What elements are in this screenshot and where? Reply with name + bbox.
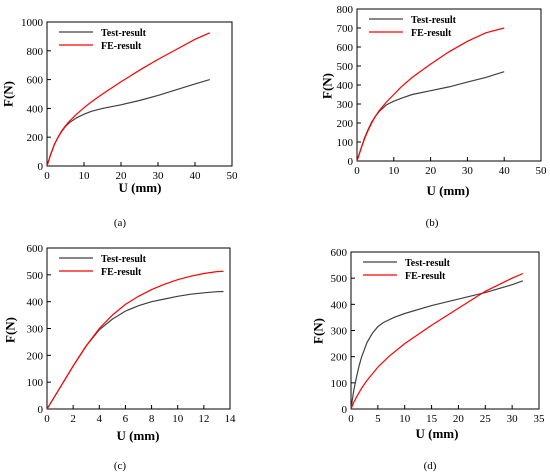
x-tick-label: 0 bbox=[354, 165, 360, 177]
y-tick-label: 800 bbox=[337, 4, 354, 16]
x-tick-label: 2 bbox=[70, 413, 76, 425]
y-tick-label: 500 bbox=[331, 273, 348, 285]
panel-caption: (d) bbox=[424, 460, 437, 472]
x-tick-label: 0 bbox=[44, 413, 50, 425]
series-line-test-result bbox=[46, 290, 224, 410]
legend-label: FE-result bbox=[101, 41, 142, 52]
panel-caption: (c) bbox=[114, 460, 127, 472]
legend-label: Test-result bbox=[405, 258, 451, 269]
x-tick-label: 5 bbox=[375, 413, 381, 425]
y-tick-label: 200 bbox=[27, 132, 44, 144]
y-tick-label: 200 bbox=[337, 118, 354, 130]
chart-panel-d: 0 5 10 15 20 25 30 35 0 100 200 300 400 500 600 F(N) U (… bbox=[311, 247, 545, 472]
x-tick-label: 25 bbox=[480, 413, 492, 425]
y-tick-label: 400 bbox=[337, 80, 354, 92]
y-tick-label: 800 bbox=[27, 46, 44, 58]
x-axis-label: U (mm) bbox=[119, 180, 162, 195]
y-tick-label: 600 bbox=[337, 42, 354, 54]
x-tick-label: 6 bbox=[123, 413, 129, 425]
x-axis-label: U (mm) bbox=[427, 183, 470, 198]
x-tick-label: 40 bbox=[499, 165, 511, 177]
y-tick-label: 600 bbox=[27, 75, 44, 87]
y-tick-label: 200 bbox=[27, 350, 44, 362]
legend-label: Test-result bbox=[101, 254, 147, 265]
y-tick-label: 0 bbox=[38, 404, 44, 416]
x-tick-label: 12 bbox=[198, 413, 209, 425]
series-line-fe-result bbox=[350, 272, 524, 410]
y-axis-label: F(N) bbox=[1, 81, 16, 107]
series-line-test-result bbox=[46, 79, 210, 167]
legend-label: FE-result bbox=[101, 267, 142, 278]
x-tick-label: 30 bbox=[462, 165, 474, 177]
y-tick-label: 1000 bbox=[21, 17, 44, 29]
y-tick-label: 700 bbox=[337, 23, 354, 35]
y-tick-label: 400 bbox=[331, 299, 348, 311]
y-tick-label: 100 bbox=[331, 378, 348, 390]
x-tick-label: 10 bbox=[399, 413, 411, 425]
x-tick-label: 0 bbox=[348, 413, 354, 425]
chart-panel-b: 0 10 20 30 40 500100200300400500600700800F(N)… bbox=[320, 4, 547, 229]
x-tick-label: 8 bbox=[149, 413, 155, 425]
x-tick-label: 10 bbox=[388, 165, 400, 177]
y-tick-label: 200 bbox=[331, 352, 348, 364]
y-axis-label: F(N) bbox=[3, 317, 18, 343]
y-tick-label: 300 bbox=[27, 324, 44, 336]
plot-frame bbox=[46, 21, 233, 167]
panel-caption: (a) bbox=[114, 217, 127, 229]
x-tick-label: 20 bbox=[453, 413, 465, 425]
x-tick-label: 20 bbox=[425, 165, 437, 177]
chart-panel-c: 0 2 4 6 8 10 12 14 0 100 200 300 400 500 600 F(N) U (mm)… bbox=[3, 243, 236, 472]
series-line-test-result bbox=[350, 280, 524, 410]
series-line-fe-result bbox=[46, 32, 211, 167]
series-line-test-result bbox=[356, 71, 505, 162]
y-tick-label: 300 bbox=[337, 99, 354, 111]
y-tick-label: 0 bbox=[38, 161, 44, 173]
x-tick-label: 10 bbox=[172, 413, 184, 425]
y-tick-label: 600 bbox=[331, 247, 348, 259]
x-tick-label: 30 bbox=[507, 413, 519, 425]
x-tick-label: 50 bbox=[227, 170, 239, 182]
y-tick-label: 100 bbox=[27, 377, 44, 389]
x-tick-label: 30 bbox=[153, 170, 165, 182]
y-tick-label: 400 bbox=[27, 103, 44, 115]
x-tick-label: 4 bbox=[97, 413, 103, 425]
x-tick-label: 40 bbox=[190, 170, 202, 182]
x-tick-label: 15 bbox=[426, 413, 438, 425]
series-line-fe-result bbox=[46, 270, 224, 410]
legend-label: Test-result bbox=[101, 28, 147, 39]
legend-label: FE-result bbox=[411, 28, 452, 39]
x-tick-label: 0 bbox=[44, 170, 50, 182]
legend-label: FE-result bbox=[405, 271, 446, 282]
x-tick-label: 14 bbox=[225, 413, 237, 425]
y-tick-label: 500 bbox=[337, 61, 354, 73]
y-tick-label: 500 bbox=[27, 270, 44, 282]
y-axis-label: F(N) bbox=[311, 318, 326, 344]
x-tick-label: 10 bbox=[79, 170, 91, 182]
y-tick-label: 0 bbox=[342, 404, 348, 416]
x-tick-label: 20 bbox=[116, 170, 128, 182]
y-tick-label: 0 bbox=[348, 156, 354, 168]
y-axis-label: F(N) bbox=[320, 73, 335, 99]
series-line-fe-result bbox=[356, 27, 505, 162]
x-axis-label: U (mm) bbox=[416, 426, 459, 441]
panel-caption: (b) bbox=[426, 217, 439, 229]
chart-panel-a: 0 10 20 30 40 50 0 200 400 600 800 1000 F(N) U (mm) Te… bbox=[1, 17, 238, 229]
x-axis-label: U (mm) bbox=[117, 428, 160, 443]
x-tick-label: 35 bbox=[534, 413, 546, 425]
x-tick-label: 50 bbox=[536, 165, 548, 177]
y-tick-label: 400 bbox=[27, 297, 44, 309]
y-tick-label: 300 bbox=[331, 326, 348, 338]
y-tick-label: 600 bbox=[27, 243, 44, 255]
y-tick-label: 100 bbox=[337, 137, 354, 149]
legend-label: Test-result bbox=[411, 15, 457, 26]
